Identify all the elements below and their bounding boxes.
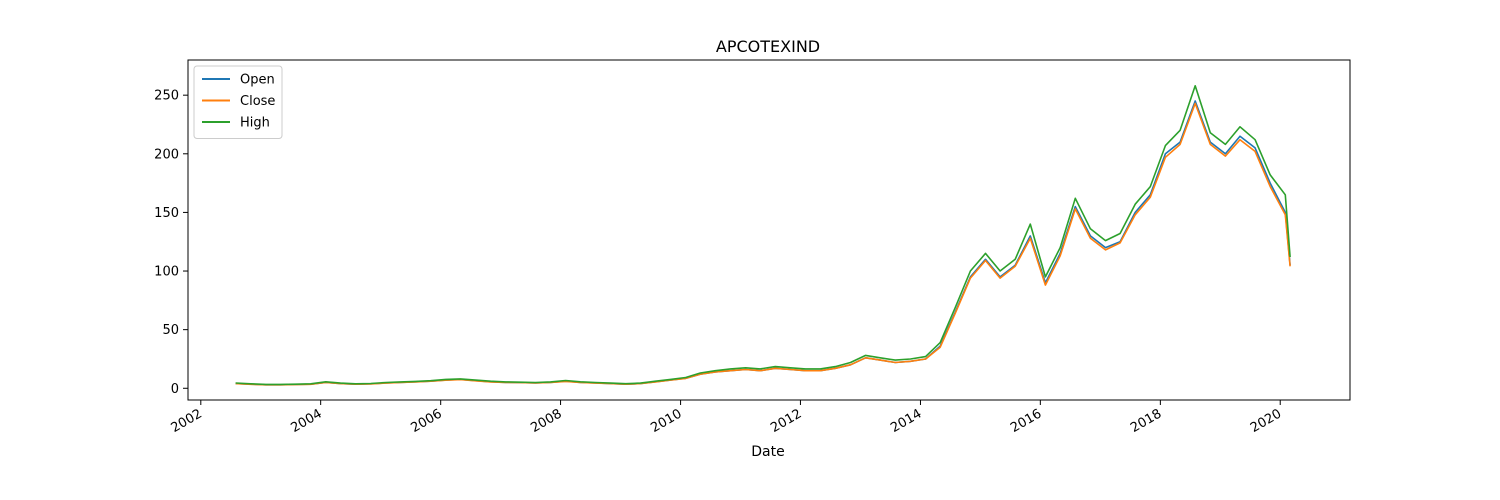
y-tick-label: 50 (162, 323, 179, 338)
legend-label-high: High (240, 116, 270, 131)
plot-area (188, 60, 1350, 400)
x-axis: 2002 2004 2006 2008 2010 2012 2014 2016 2018 2020 (169, 400, 1284, 436)
legend: Open Close High (193, 65, 283, 139)
legend-label-close: Close (240, 94, 275, 109)
plot-frame (187, 59, 1351, 401)
x-tick-label: 2004 (289, 406, 325, 436)
x-tick-label: 2002 (169, 406, 205, 436)
series-layer (235, 85, 1291, 386)
series-line-high (235, 85, 1291, 386)
y-tick-label: 250 (154, 89, 179, 104)
y-tick-label: 200 (154, 147, 179, 162)
legend-box (193, 65, 283, 139)
y-tick-label: 150 (154, 206, 179, 221)
x-tick-label: 2008 (528, 406, 564, 436)
x-tick-label: 2012 (768, 406, 804, 436)
y-tick-label: 100 (154, 265, 179, 280)
legend-label-open: Open (240, 73, 275, 88)
x-tick-label: 2010 (648, 406, 684, 436)
y-axis: 0 50 100 150 200 250 (154, 89, 188, 397)
chart-title: APCOTEXIND (716, 37, 820, 56)
y-tick-label: 0 (171, 382, 179, 397)
x-tick-label: 2020 (1248, 406, 1284, 436)
x-tick-label: 2018 (1128, 406, 1164, 436)
x-tick-label: 2014 (888, 406, 924, 436)
x-tick-label: 2016 (1008, 406, 1044, 436)
x-axis-label: Date (751, 444, 784, 460)
x-tick-label: 2006 (409, 406, 445, 436)
